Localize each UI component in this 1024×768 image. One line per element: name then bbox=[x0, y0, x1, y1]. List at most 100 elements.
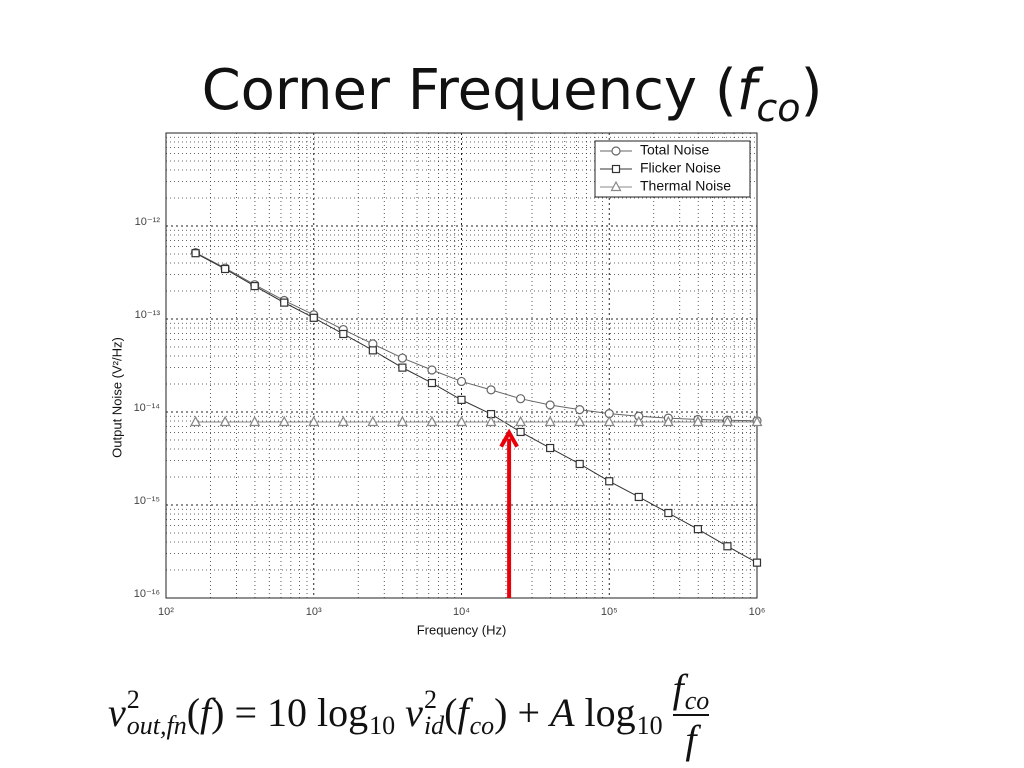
equation-superscript bbox=[470, 687, 495, 713]
equation-text: v bbox=[395, 690, 423, 735]
equation-scripts: 10 bbox=[637, 687, 663, 739]
marker bbox=[398, 363, 407, 372]
y-axis-label: Output Noise (V²/Hz) bbox=[109, 337, 124, 458]
marker bbox=[280, 298, 289, 307]
legend-label: Total Noise bbox=[640, 142, 709, 158]
equation-text: v bbox=[108, 690, 126, 735]
equation-term: f co bbox=[673, 662, 710, 714]
marker bbox=[339, 329, 348, 339]
marker bbox=[457, 395, 466, 404]
equation-scripts: co bbox=[470, 687, 495, 739]
marker bbox=[545, 400, 555, 410]
marker bbox=[575, 459, 584, 469]
legend-marker bbox=[611, 164, 621, 174]
marker bbox=[692, 415, 704, 427]
marker bbox=[456, 415, 467, 427]
equation-scripts: 10 bbox=[369, 687, 395, 739]
equation-text: f bbox=[685, 717, 697, 762]
x-tick-label: 10³ bbox=[306, 606, 322, 618]
series-line bbox=[195, 252, 758, 422]
marker bbox=[456, 376, 467, 387]
equation-superscript: 2 bbox=[423, 684, 437, 714]
legend-label: Thermal Noise bbox=[640, 178, 731, 194]
marker bbox=[516, 427, 525, 437]
marker bbox=[662, 415, 674, 427]
marker bbox=[337, 415, 349, 427]
chart: 10² 10³ 10⁴ 10⁵ 10⁶ 10⁻¹⁶ 10⁻¹⁵ 10⁻¹⁴ 10⁻¹³ 10⁻¹²… bbox=[109, 132, 766, 637]
annotation-arrow bbox=[499, 428, 519, 598]
equation-superscript bbox=[369, 687, 395, 713]
equation-subscript: 10 bbox=[636, 710, 663, 740]
equation-subscript: co bbox=[684, 686, 710, 715]
equation-term: ) = 10 log 10 bbox=[211, 687, 395, 739]
marker bbox=[515, 415, 527, 427]
equation-text: f bbox=[457, 690, 469, 735]
marker bbox=[723, 542, 732, 551]
equation-term: v 2 id bbox=[395, 684, 445, 740]
equation-text: ) + bbox=[494, 690, 551, 735]
legend-marker bbox=[610, 180, 622, 192]
marker bbox=[721, 415, 733, 427]
equation-superscript bbox=[637, 687, 663, 713]
x-axis-label: Frequency (Hz) bbox=[417, 622, 507, 637]
marker bbox=[278, 415, 290, 427]
equation: v 2 out,fn(f) = 10 log 10 v 2 id(f co) + A l… bbox=[108, 662, 710, 763]
equation-term: f co bbox=[458, 687, 495, 739]
equation-term: log 10 bbox=[575, 687, 663, 739]
series-line bbox=[195, 252, 758, 564]
x-tick-label: 10⁴ bbox=[453, 606, 470, 618]
marker bbox=[664, 508, 673, 518]
equation-subscript: co bbox=[469, 710, 495, 740]
marker bbox=[396, 415, 408, 427]
y-tick-label: 10⁻¹² bbox=[135, 216, 161, 228]
equation-text: ( bbox=[186, 690, 201, 735]
marker bbox=[250, 281, 259, 291]
marker bbox=[693, 525, 702, 534]
title-symbol: f bbox=[736, 58, 757, 123]
marker bbox=[575, 405, 585, 415]
x-tick-label: 10⁶ bbox=[749, 606, 766, 618]
marker bbox=[367, 415, 379, 427]
equation-superscript bbox=[685, 662, 710, 688]
marker bbox=[752, 558, 762, 567]
marker bbox=[546, 443, 555, 453]
fraction-bar bbox=[672, 714, 710, 716]
marker bbox=[633, 415, 645, 427]
marker bbox=[190, 415, 202, 427]
marker bbox=[221, 264, 230, 274]
marker bbox=[634, 492, 643, 502]
title-subscript: co bbox=[756, 86, 801, 130]
y-tick-label: 10⁻¹⁴ bbox=[134, 402, 161, 414]
marker bbox=[605, 477, 614, 486]
marker bbox=[485, 415, 497, 427]
slide-title: Corner Frequency (fco) bbox=[0, 58, 1024, 130]
legend-label: Flicker Noise bbox=[640, 160, 721, 176]
marker bbox=[397, 353, 407, 363]
equation-term: ) + bbox=[494, 689, 550, 736]
marker bbox=[427, 365, 437, 375]
y-tick-label: 10⁻¹³ bbox=[135, 309, 161, 321]
equation-superscript: 2 bbox=[126, 684, 140, 714]
marker bbox=[219, 415, 231, 427]
equation-term: f bbox=[200, 689, 211, 736]
equation-term: A bbox=[550, 689, 574, 736]
x-tick-label: 10⁵ bbox=[601, 606, 618, 618]
marker bbox=[249, 415, 261, 427]
legend-marker bbox=[611, 146, 621, 156]
equation-scripts: 2 out,fn bbox=[126, 684, 187, 739]
marker bbox=[574, 415, 586, 427]
equation-term: f bbox=[685, 716, 696, 763]
marker bbox=[368, 346, 377, 355]
equation-text: A bbox=[550, 690, 575, 735]
equation-subscript: id bbox=[423, 710, 445, 740]
title-text: ) bbox=[800, 58, 823, 123]
arrow-head bbox=[499, 428, 519, 448]
y-tick-label: 10⁻¹⁶ bbox=[134, 588, 160, 600]
equation-scripts: co bbox=[685, 662, 710, 714]
equation-subscript: 10 bbox=[369, 710, 396, 740]
equation-text: ) = 10 log bbox=[211, 690, 369, 735]
marker bbox=[426, 415, 438, 427]
equation-term: ( bbox=[187, 689, 200, 736]
marker bbox=[603, 415, 615, 427]
